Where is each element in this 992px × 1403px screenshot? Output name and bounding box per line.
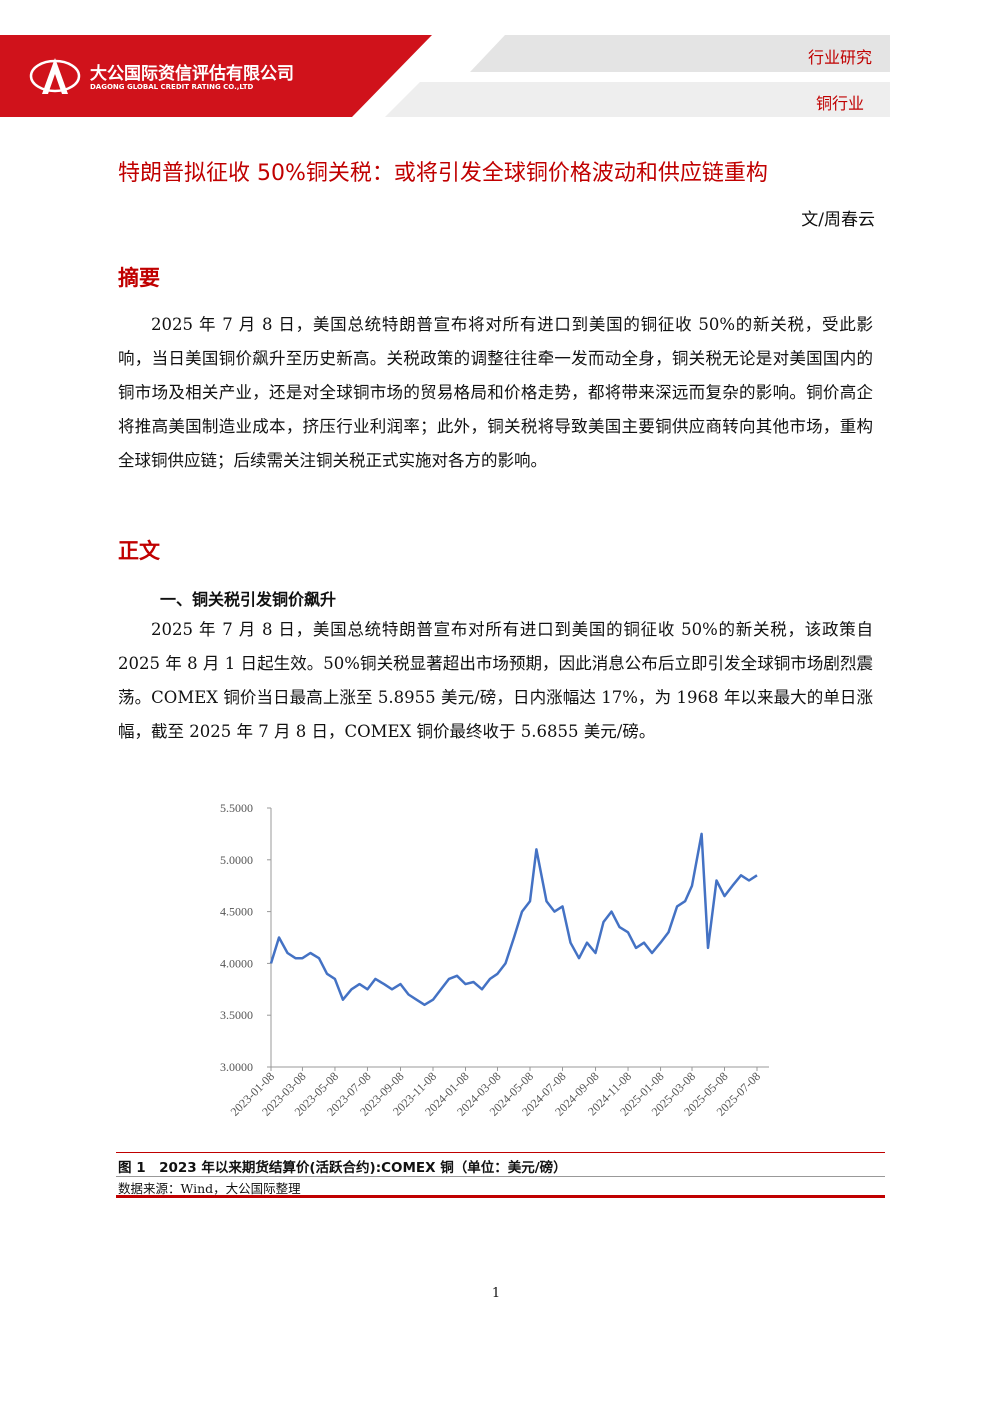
header-stripe xyxy=(385,82,890,117)
tag: 铜行业 xyxy=(815,94,864,113)
doc-title: 特朗普拟征收 50%铜关税：或将引发全球铜价格波动和供应链重构 xyxy=(118,161,768,186)
rule xyxy=(116,1152,885,1153)
y-tick-label: 5.0000 xyxy=(220,853,253,867)
y-tick-label: 3.0000 xyxy=(220,1060,253,1074)
paragraph: 2025 年 7 月 8 日，美国总统特朗普宣布对所有进口到美国的铜征收 50%… xyxy=(118,620,873,741)
rule xyxy=(116,1176,885,1177)
rule xyxy=(116,1195,885,1198)
subheading: 一、铜关税引发铜价飙升 xyxy=(160,590,337,609)
author: 文/周春云 xyxy=(801,210,875,230)
tag: 行业研究 xyxy=(807,48,872,67)
figure-caption: 图 1 2023 年以来期货结算价(活跃合约):COMEX 铜（单位：美元/磅） xyxy=(118,1160,567,1176)
section-heading: 正文 xyxy=(118,539,160,563)
paragraph: 2025 年 7 月 8 日，美国总统特朗普宣布将对所有进口到美国的铜征收 50… xyxy=(118,315,873,470)
company-name-en: DAGONG GLOBAL CREDIT RATING CO.,LTD xyxy=(90,83,254,91)
header-stripe xyxy=(470,35,890,72)
y-tick-label: 4.5000 xyxy=(220,905,253,919)
price-line xyxy=(269,832,758,1007)
header-graphic xyxy=(0,35,890,117)
section-heading: 摘要 xyxy=(118,266,160,290)
page-number: 1 xyxy=(491,1286,501,1301)
header-band xyxy=(0,35,432,117)
y-tick-label: 3.5000 xyxy=(220,1008,253,1022)
company-name: 大公国际资信评估有限公司 xyxy=(90,64,294,84)
y-tick-label: 5.5000 xyxy=(220,801,253,815)
logo-mark xyxy=(42,58,68,94)
y-tick-label: 4.0000 xyxy=(220,956,253,970)
figure-source: 数据来源：Wind，大公国际整理 xyxy=(118,1181,301,1196)
chart: 3.00003.50004.00004.50005.00005.50002023… xyxy=(220,801,769,1119)
